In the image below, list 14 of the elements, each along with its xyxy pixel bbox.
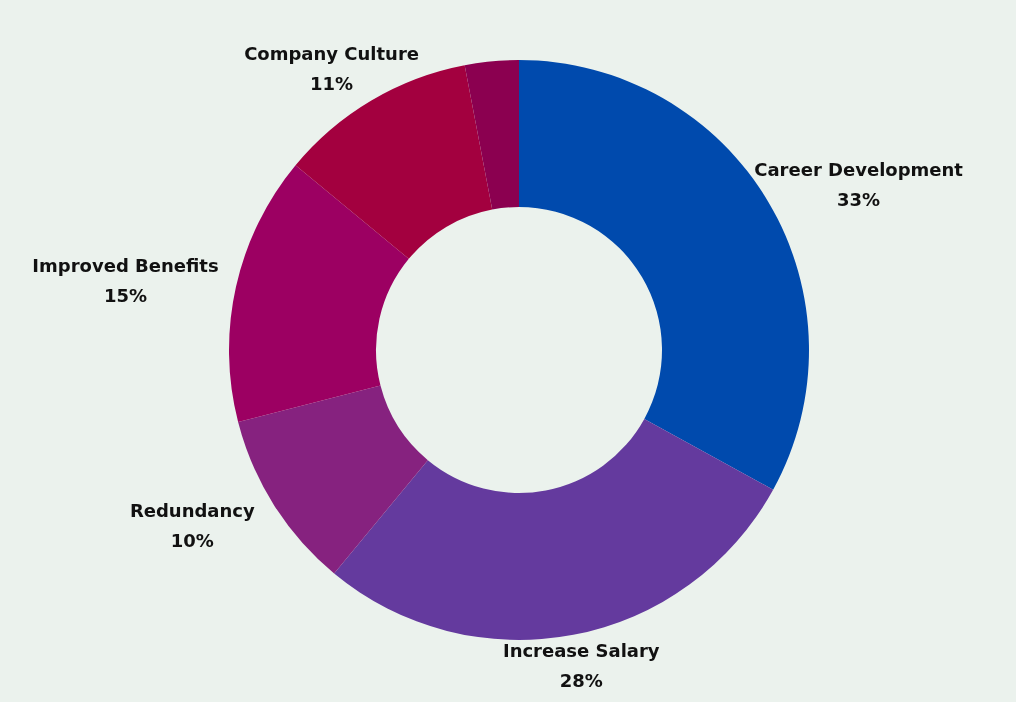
data-label: 10%: [170, 530, 214, 552]
data-label: 11%: [310, 72, 354, 94]
data-label: 28%: [559, 669, 603, 691]
donut-slice: [229, 165, 409, 423]
donut-slice: [464, 60, 519, 210]
slice-label: Company Culture: [244, 42, 420, 64]
donut-slice: [334, 418, 774, 640]
slice-label: Redundancy: [129, 500, 256, 522]
donut-slice: [295, 65, 493, 259]
data-label: 15%: [103, 285, 148, 307]
slice-label: Improved Benefits: [32, 255, 219, 277]
slice-label: Increase Salary: [502, 639, 660, 661]
data-label: 33%: [837, 189, 881, 211]
slice-label: Career Development: [754, 159, 964, 181]
